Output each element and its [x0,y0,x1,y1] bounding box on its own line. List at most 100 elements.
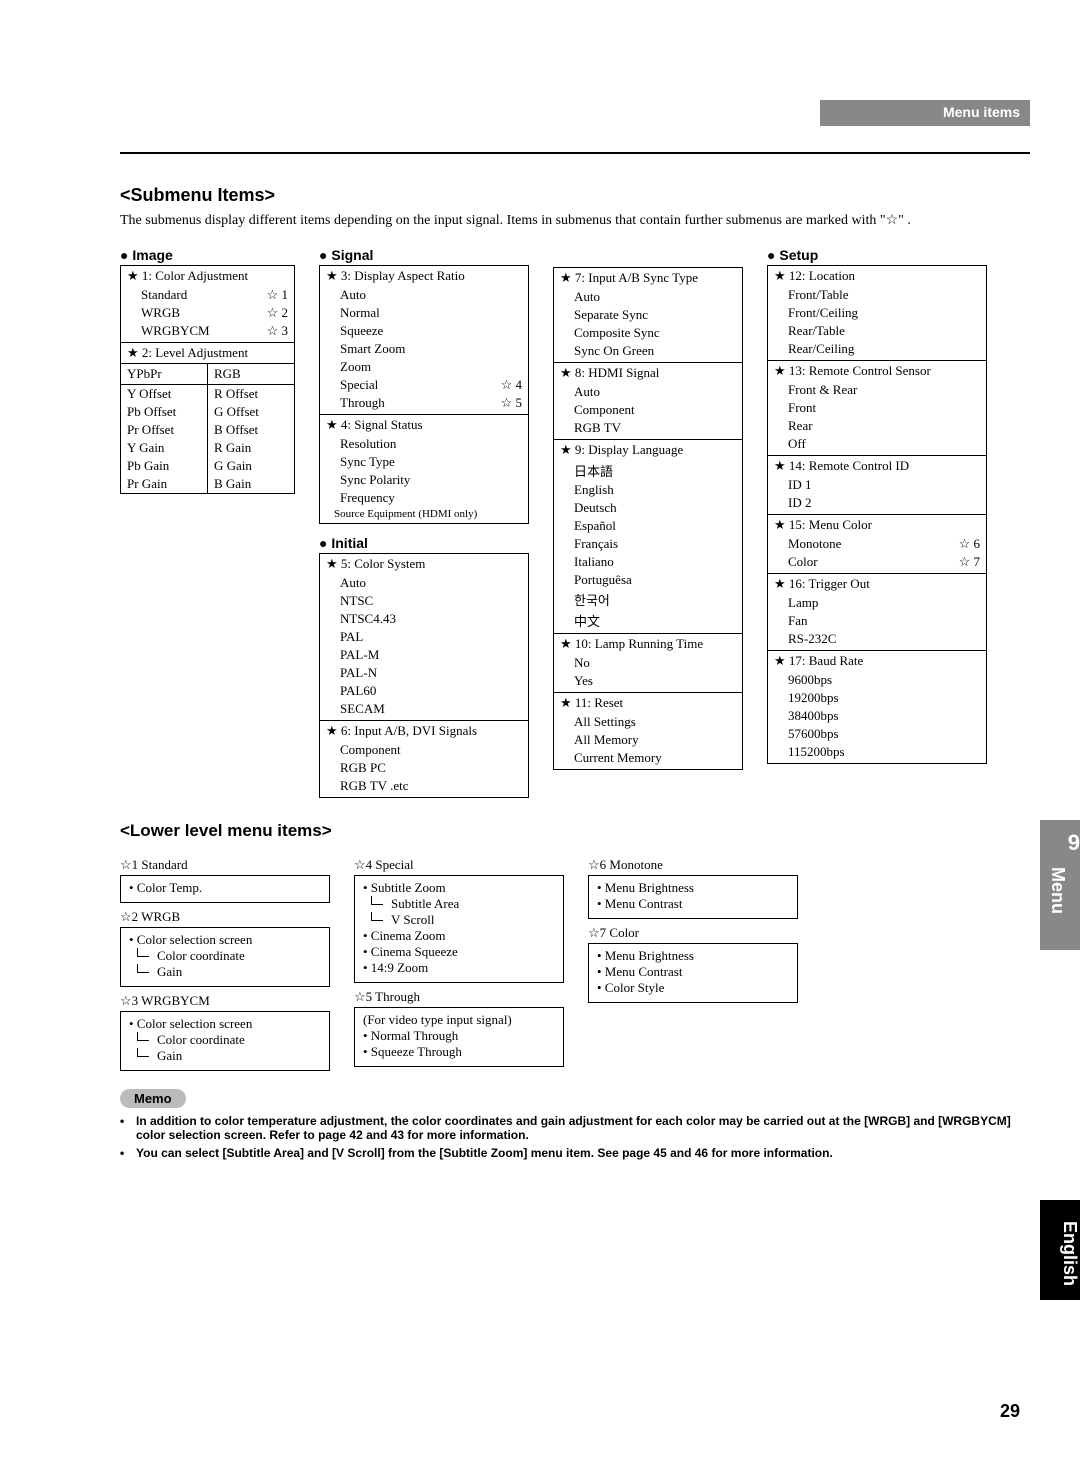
list-item: • Cinema Zoom [363,928,555,944]
list-item: Smart Zoom [320,340,528,358]
list-item: PAL-M [320,646,528,664]
list-item: RGB TV .etc [320,777,528,795]
list-item: Gain [145,1048,321,1064]
memo-item: •You can select [Subtitle Area] and [V S… [120,1146,1020,1160]
list-item: WRGBYCM☆ 3 [121,322,294,340]
col-image: Image ★ 1: Color Adjustment Standard☆ 1 … [120,247,295,493]
grp-10-title: ★ 10: Lamp Running Time [554,634,742,654]
memo-list: •In addition to color temperature adjust… [120,1114,1020,1160]
grp-11: ★ 11: Reset All Settings All Memory Curr… [553,692,743,770]
list-item: Off [768,435,986,453]
list-item: Sync On Green [554,342,742,360]
list-item: RS-232C [768,630,986,648]
list-item: Front [768,399,986,417]
memo-pill: Memo [120,1089,186,1108]
lower-1-box: • Color Temp. [120,875,330,903]
list-item: All Memory [554,731,742,749]
list-item: No [554,654,742,672]
list-item: Auto [320,574,528,592]
list-item: ID 1 [768,476,986,494]
list-item: Italiano [554,553,742,571]
col-signal-initial: Signal ★ 3: Display Aspect Ratio Auto No… [319,247,529,797]
lower-col-1: ☆1 Standard • Color Temp. ☆2 WRGB • Colo… [120,851,330,1071]
list-item: Sync Polarity [320,471,528,489]
list-item: All Settings [554,713,742,731]
lower-6-box: • Menu Brightness • Menu Contrast [588,875,798,919]
grp-17: ★ 17: Baud Rate 9600bps 19200bps 38400bp… [767,650,987,764]
list-item: Y Gain [121,439,207,457]
list-item: Rear/Table [768,322,986,340]
lower-7-box: • Menu Brightness • Menu Contrast • Colo… [588,943,798,1003]
list-item: 中文 [554,610,742,631]
col-rest: ★ 7: Input A/B Sync Type Auto Separate S… [553,267,743,769]
columns-container: Image ★ 1: Color Adjustment Standard☆ 1 … [120,247,1020,797]
list-item: Auto [554,288,742,306]
grp-3-title: ★ 3: Display Aspect Ratio [320,266,528,286]
list-item: Monotone☆ 6 [768,535,986,553]
list-item: Deutsch [554,499,742,517]
list-item: Rear/Ceiling [768,340,986,358]
list-item: (For video type input signal) [363,1012,555,1028]
horizontal-rule [120,152,1030,154]
list-item: RGB TV [554,419,742,437]
list-item: • Menu Brightness [597,948,789,964]
list-item: PAL60 [320,682,528,700]
list-item: Composite Sync [554,324,742,342]
side-tab-language: English [1040,1200,1080,1300]
list-item: Component [320,741,528,759]
list-item: Normal [320,304,528,322]
list-item: Subtitle Area [379,896,555,912]
grp-16: ★ 16: Trigger Out Lamp Fan RS-232C [767,573,987,651]
lower-2-head: ☆2 WRGB [120,909,330,925]
lower-3-head: ☆3 WRGBYCM [120,993,330,1009]
grp-9-title: ★ 9: Display Language [554,440,742,460]
list-item: • Color selection screen [129,1016,321,1032]
grp-12: ★ 12: Location Front/Table Front/Ceiling… [767,265,987,361]
grp-2-body: Y Offset Pb Offset Pr Offset Y Gain Pb G… [121,384,294,493]
list-item: Source Equipment (HDMI only) [320,507,528,521]
list-item: • Menu Contrast [597,964,789,980]
list-item: Auto [320,286,528,304]
list-item: Front/Table [768,286,986,304]
list-item: NTSC [320,592,528,610]
list-item: Fan [768,612,986,630]
list-item: Front/Ceiling [768,304,986,322]
col-head-left: YPbPr [121,364,208,384]
page-number: 29 [1000,1401,1020,1422]
list-item: 日本語 [554,460,742,481]
grp-5: ★ 5: Color System Auto NTSC NTSC4.43 PAL… [319,553,529,721]
list-item: • Menu Brightness [597,880,789,896]
list-item: • Normal Through [363,1028,555,1044]
grp-17-title: ★ 17: Baud Rate [768,651,986,671]
col-setup: Setup ★ 12: Location Front/Table Front/C… [767,247,987,763]
side-tab-menu-label: Menu [1048,867,1068,914]
grp-7-title: ★ 7: Input A/B Sync Type [554,268,742,288]
list-item: • Menu Contrast [597,896,789,912]
memo-item: •In addition to color temperature adjust… [120,1114,1020,1142]
list-item: • Subtitle Zoom [363,880,555,896]
grp-3: ★ 3: Display Aspect Ratio Auto Normal Sq… [319,265,529,415]
grp-4-title: ★ 4: Signal Status [320,415,528,435]
lower-6-head: ☆6 Monotone [588,857,798,873]
list-item: Pr Offset [121,421,207,439]
grp-14-title: ★ 14: Remote Control ID [768,456,986,476]
list-item: Resolution [320,435,528,453]
grp-10: ★ 10: Lamp Running Time No Yes [553,633,743,693]
grp-8-title: ★ 8: HDMI Signal [554,363,742,383]
grp-4: ★ 4: Signal Status Resolution Sync Type … [319,414,529,524]
list-item: Zoom [320,358,528,376]
lower-4-box: • Subtitle Zoom Subtitle Area V Scroll •… [354,875,564,983]
lower-level-title: <Lower level menu items> [120,821,1020,841]
lower-5-box: (For video type input signal) • Normal T… [354,1007,564,1067]
grp-7: ★ 7: Input A/B Sync Type Auto Separate S… [553,267,743,363]
list-item: R Gain [208,439,294,457]
list-item: SECAM [320,700,528,718]
grp-14: ★ 14: Remote Control ID ID 1 ID 2 [767,455,987,515]
list-item: English [554,481,742,499]
list-item: Yes [554,672,742,690]
initial-header: Initial [319,535,529,551]
lower-4-head: ☆4 Special [354,857,564,873]
list-item: 57600bps [768,725,986,743]
list-item: 9600bps [768,671,986,689]
list-item: • 14:9 Zoom [363,960,555,976]
